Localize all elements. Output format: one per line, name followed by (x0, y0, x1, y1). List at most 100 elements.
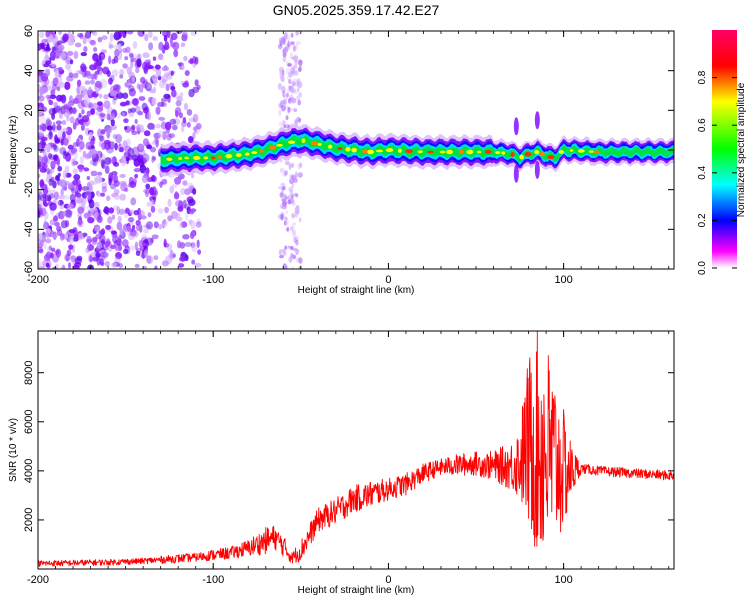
spectrogram-noise-blob (188, 136, 194, 144)
spectrogram-noise-blob (104, 260, 110, 267)
spectrogram-noise-blob (191, 259, 196, 265)
spectrogram-noise-blob (53, 105, 61, 113)
spectrogram-noise-blob (117, 43, 122, 51)
spectrogram-streak-blob (283, 220, 287, 226)
spectrogram-streak-blob (281, 248, 286, 253)
spectrogram-ytick-label: 40 (23, 65, 35, 77)
spectrogram-noise-blob (195, 221, 202, 228)
spectrogram-noise-blob (108, 44, 114, 49)
spectrogram-streak-blob (284, 170, 289, 176)
spectrogram-streak-blob (283, 105, 289, 109)
spectrogram-noise-blob (92, 53, 99, 62)
spectrogram-noise-blob (54, 175, 61, 182)
spectrogram-noise-blob (138, 83, 144, 93)
spectrogram-noise-blob (150, 237, 154, 243)
spectrogram-noise-blob (151, 155, 155, 164)
spectrogram-noise-blob (163, 93, 171, 99)
spectrogram-noise-blob (156, 68, 162, 78)
spectrogram-noise-blob (89, 148, 97, 155)
spectrogram-hotspot (287, 140, 296, 144)
spectrogram-noise-blob (119, 180, 127, 187)
spectrogram-noise-blob (123, 187, 129, 192)
spectrogram-noise-blob (88, 199, 95, 209)
spectrogram-streak-blob (281, 119, 286, 127)
spectrogram-noise-blob (178, 221, 183, 229)
spectrogram-streak-blob (280, 182, 286, 186)
spectrogram-noise-blob (108, 141, 116, 150)
spectrogram-noise-blob (161, 97, 166, 103)
spectrogram-noise-blob (98, 209, 102, 217)
spectrogram-hotspot (510, 152, 515, 157)
spectrogram-noise-blob (127, 211, 133, 217)
spectrogram-noise-blob (119, 228, 124, 236)
spectrogram-side-lobe (534, 160, 540, 179)
spectrogram-noise-blob (117, 215, 122, 223)
spectrogram-noise-blob (38, 232, 43, 241)
spectrogram-streak-blob (280, 213, 284, 221)
spectrogram-noise-blob (163, 34, 168, 42)
spectrogram-hotspot (417, 150, 423, 154)
spectrogram-noise-blob (52, 121, 56, 131)
spectrogram-streak-blob (295, 40, 301, 45)
spectrogram-hotspot (484, 150, 492, 154)
spectrogram-noise-blob (47, 96, 52, 102)
spectrogram-noise-blob (95, 252, 101, 258)
spectrogram-noise-blob (163, 238, 167, 248)
snr-series-line (38, 331, 674, 567)
spectrogram-streak-blob (292, 65, 298, 70)
spectrogram-noise-blob (98, 234, 106, 244)
spectrogram-noise-blob (135, 67, 140, 74)
spectrogram-noise-blob (98, 93, 103, 99)
spectrogram-noise-blob (99, 254, 106, 262)
spectrogram-side-lobe (513, 164, 519, 183)
spectrogram-noise-blob (135, 124, 142, 132)
spectrogram-streak-blob (298, 67, 302, 73)
spectrogram-noise-blob (72, 97, 80, 105)
spectrogram-noise-blob (53, 191, 60, 200)
spectrogram-noise-blob (60, 188, 64, 197)
spectrogram-noise-blob (157, 162, 161, 170)
spectrogram-noise-blob (134, 173, 138, 179)
spectrogram-noise-blob (66, 50, 74, 56)
snr-panel: -200 -100 0 100 2000 4000 6000 8000 Height of s… (8, 330, 675, 596)
spectrogram-noise-blob (45, 60, 52, 65)
spectrogram-noise-blob (169, 185, 175, 194)
spectrogram-noise-blob (192, 86, 200, 94)
spectrogram-noise-blob (171, 124, 178, 131)
spectrogram-noise-blob (171, 89, 177, 98)
spectrogram-noise-blob (49, 202, 57, 211)
spectrogram-noise-blob (103, 100, 111, 109)
spectrogram-noise-blob (96, 215, 103, 224)
spectrogram-streak-blob (279, 74, 285, 80)
spectrogram-streak-blob (289, 41, 293, 47)
spectrogram-streak-blob (278, 121, 283, 127)
spectrogram-noise-blob (132, 178, 137, 185)
spectrogram-noise-blob (128, 52, 134, 58)
spectrogram-noise-blob (96, 191, 102, 198)
spectrogram-streak-blob (298, 217, 302, 223)
spectrogram-streak-blob (287, 40, 290, 48)
spectrogram-streak-blob (297, 99, 302, 106)
spectrogram-noise-blob (77, 101, 85, 110)
spectrogram-noise-blob (158, 41, 164, 51)
spectrogram-noise-blob (184, 203, 191, 210)
spectrogram-hotspot (375, 149, 384, 153)
spectrogram-noise-blob (80, 52, 88, 57)
spectrogram-noise-blob (152, 86, 157, 94)
spectrogram-noise-blob (62, 131, 66, 141)
spectrogram-noise-blob (102, 113, 109, 119)
spectrogram-streak-blob (281, 69, 285, 76)
spectrogram-noise-blob (38, 143, 42, 150)
spectrogram-noise-blob (114, 245, 123, 251)
spectrogram-noise-blob (145, 62, 151, 71)
spectrogram-streak-blob (291, 87, 295, 94)
spectrogram-streak-blob (282, 90, 286, 98)
spectrogram-streak-blob (283, 216, 288, 221)
spectrogram-hotspot (345, 147, 351, 152)
spectrogram-noise-blob (109, 141, 115, 151)
spectrogram-streak-blob (285, 218, 289, 226)
spectrogram-noise-blob (81, 198, 87, 205)
spectrogram-noise-blob (128, 71, 135, 80)
spectrogram-noise-blob (38, 262, 43, 269)
